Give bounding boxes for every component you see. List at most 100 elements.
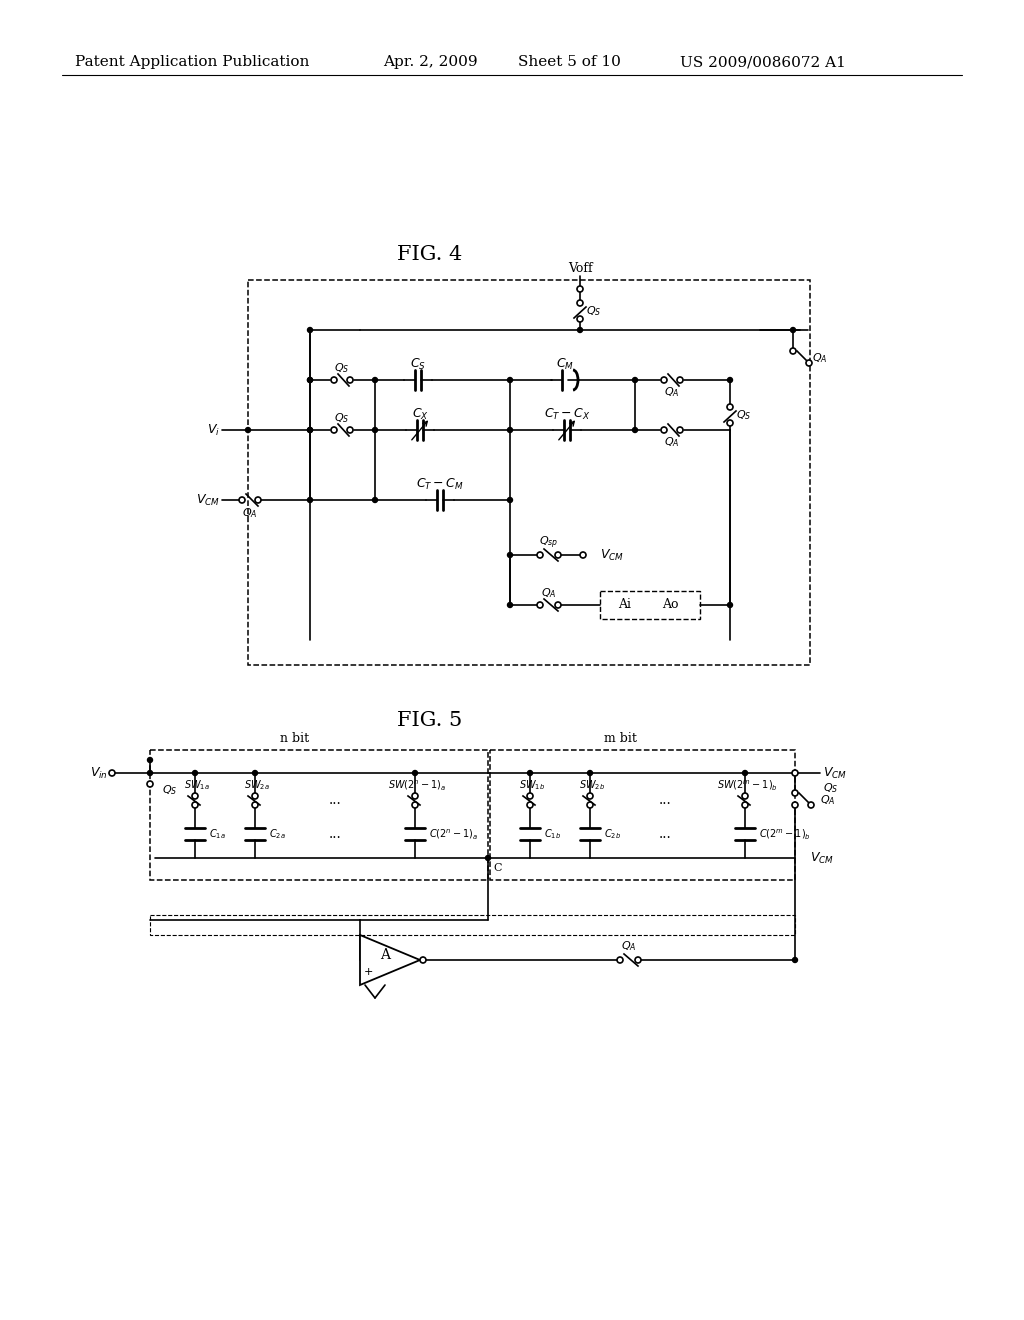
Circle shape — [412, 793, 418, 799]
Text: $C_M$: $C_M$ — [556, 356, 574, 371]
Polygon shape — [360, 935, 420, 985]
Circle shape — [508, 553, 512, 557]
Text: $V_{in}$: $V_{in}$ — [90, 766, 108, 780]
Circle shape — [790, 348, 796, 354]
Circle shape — [508, 428, 512, 433]
Text: $C_{1a}$: $C_{1a}$ — [209, 828, 226, 841]
Circle shape — [508, 378, 512, 383]
Circle shape — [412, 803, 418, 808]
Text: $C_T-C_M$: $C_T-C_M$ — [416, 477, 464, 491]
Circle shape — [193, 793, 198, 799]
Circle shape — [806, 360, 812, 366]
Circle shape — [239, 498, 245, 503]
Text: $V_{CM}$: $V_{CM}$ — [600, 548, 624, 562]
Text: $C_{1b}$: $C_{1b}$ — [544, 828, 561, 841]
Text: C: C — [493, 863, 502, 873]
Circle shape — [555, 602, 561, 609]
Text: m bit: m bit — [603, 731, 637, 744]
Circle shape — [587, 793, 593, 799]
Text: US 2009/0086072 A1: US 2009/0086072 A1 — [680, 55, 846, 69]
Text: $V_{CM}$: $V_{CM}$ — [823, 766, 847, 780]
Text: $C(2^n-1)_a$: $C(2^n-1)_a$ — [429, 828, 478, 841]
Circle shape — [577, 300, 583, 306]
Circle shape — [742, 793, 748, 799]
Text: $Q_{sp}$: $Q_{sp}$ — [540, 535, 559, 552]
Circle shape — [413, 771, 418, 776]
Text: $Q_A$: $Q_A$ — [622, 939, 637, 953]
Circle shape — [791, 327, 796, 333]
Circle shape — [577, 286, 583, 292]
Circle shape — [580, 552, 586, 558]
Text: $V_{CM}$: $V_{CM}$ — [810, 850, 834, 866]
Text: $Q_S$: $Q_S$ — [334, 411, 350, 425]
Circle shape — [537, 552, 543, 558]
Circle shape — [527, 771, 532, 776]
Circle shape — [307, 378, 312, 383]
Text: ...: ... — [329, 828, 341, 841]
Text: $Q_S$: $Q_S$ — [162, 783, 177, 797]
Text: $V_{CM}$: $V_{CM}$ — [196, 492, 220, 508]
Circle shape — [742, 803, 748, 808]
Circle shape — [331, 426, 337, 433]
Text: $V_i$: $V_i$ — [207, 422, 220, 437]
Text: $Q_A$: $Q_A$ — [542, 586, 557, 599]
Circle shape — [147, 758, 153, 763]
Circle shape — [527, 803, 534, 808]
Text: ...: ... — [329, 793, 341, 807]
Text: Apr. 2, 2009: Apr. 2, 2009 — [383, 55, 477, 69]
Text: FIG. 5: FIG. 5 — [397, 710, 463, 730]
Circle shape — [633, 428, 638, 433]
Text: $C(2^m-1)_b$: $C(2^m-1)_b$ — [759, 828, 811, 841]
Text: $Q_S$: $Q_S$ — [823, 781, 839, 795]
Text: Sheet 5 of 10: Sheet 5 of 10 — [518, 55, 621, 69]
Text: $SW_{1a}$: $SW_{1a}$ — [184, 777, 210, 792]
Text: $C_T-C_X$: $C_T-C_X$ — [544, 407, 590, 421]
Text: Ai: Ai — [618, 598, 632, 611]
Circle shape — [793, 957, 798, 962]
Circle shape — [617, 957, 623, 964]
Text: n bit: n bit — [281, 731, 309, 744]
Circle shape — [373, 498, 378, 503]
Text: $Q_S$: $Q_S$ — [736, 408, 752, 422]
Circle shape — [792, 770, 798, 776]
Circle shape — [193, 803, 198, 808]
Circle shape — [307, 428, 312, 433]
Circle shape — [527, 793, 534, 799]
Circle shape — [727, 602, 732, 607]
Text: Patent Application Publication: Patent Application Publication — [75, 55, 309, 69]
Circle shape — [347, 426, 353, 433]
Circle shape — [373, 378, 378, 383]
Text: FIG. 4: FIG. 4 — [397, 246, 463, 264]
Circle shape — [677, 378, 683, 383]
Text: $SW(2^n-1)_a$: $SW(2^n-1)_a$ — [388, 777, 446, 792]
Circle shape — [792, 803, 798, 808]
Text: A: A — [380, 948, 390, 962]
Circle shape — [307, 378, 312, 383]
Circle shape — [147, 771, 153, 776]
Text: +: + — [364, 968, 373, 977]
Text: $C_{2b}$: $C_{2b}$ — [604, 828, 622, 841]
Text: Voff: Voff — [567, 261, 592, 275]
Text: $C_{2a}$: $C_{2a}$ — [269, 828, 286, 841]
Circle shape — [193, 771, 198, 776]
Circle shape — [555, 552, 561, 558]
Circle shape — [742, 771, 748, 776]
Circle shape — [373, 428, 378, 433]
Circle shape — [677, 426, 683, 433]
Circle shape — [808, 803, 814, 808]
Circle shape — [420, 957, 426, 964]
Circle shape — [633, 378, 638, 383]
Circle shape — [727, 378, 732, 383]
Circle shape — [635, 957, 641, 964]
Circle shape — [307, 428, 312, 433]
Circle shape — [252, 793, 258, 799]
Circle shape — [307, 498, 312, 503]
Text: $Q_A$: $Q_A$ — [820, 793, 836, 807]
Text: $Q_A$: $Q_A$ — [665, 385, 680, 399]
Text: $C_X$: $C_X$ — [412, 407, 428, 421]
Circle shape — [588, 771, 593, 776]
Circle shape — [578, 327, 583, 333]
Circle shape — [347, 378, 353, 383]
Text: $SW_{2a}$: $SW_{2a}$ — [244, 777, 270, 792]
Text: ...: ... — [658, 828, 672, 841]
